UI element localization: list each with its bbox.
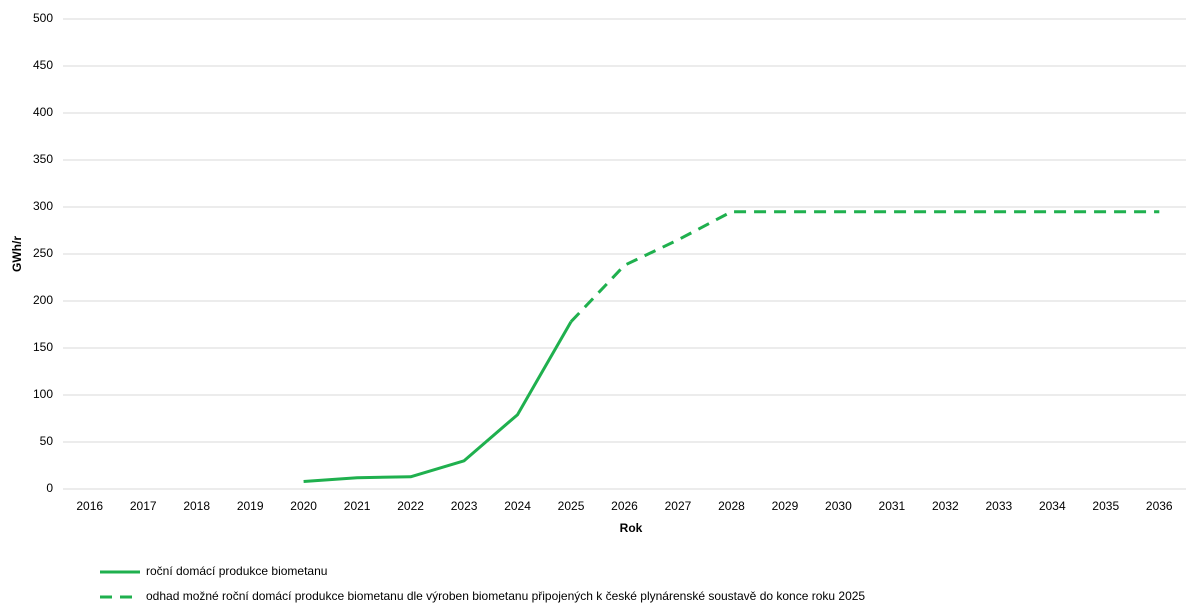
y-tick-label: 0 <box>46 481 53 495</box>
x-tick-label: 2031 <box>879 499 906 513</box>
y-axis-title: GWh/r <box>10 236 24 272</box>
y-tick-label: 400 <box>33 105 53 119</box>
y-tick-label: 350 <box>33 152 53 166</box>
x-tick-label: 2030 <box>825 499 852 513</box>
y-tick-label: 50 <box>40 434 54 448</box>
series-line <box>303 320 573 483</box>
y-tick-label: 450 <box>33 58 53 72</box>
x-tick-label: 2017 <box>130 499 157 513</box>
series-line <box>569 210 1160 323</box>
x-tick-label: 2021 <box>344 499 371 513</box>
x-tick-label: 2024 <box>504 499 531 513</box>
x-tick-label: 2029 <box>772 499 799 513</box>
x-tick-label: 2025 <box>558 499 585 513</box>
y-tick-label: 200 <box>33 293 53 307</box>
x-tick-label: 2036 <box>1146 499 1173 513</box>
x-tick-label: 2016 <box>76 499 103 513</box>
legend-label: odhad možné roční domácí produkce biomet… <box>146 589 865 603</box>
x-tick-label: 2027 <box>665 499 692 513</box>
x-tick-label: 2032 <box>932 499 959 513</box>
y-tick-label: 100 <box>33 387 53 401</box>
x-tick-label: 2035 <box>1092 499 1119 513</box>
x-tick-label: 2018 <box>183 499 210 513</box>
y-tick-label: 500 <box>33 11 53 25</box>
x-tick-label: 2034 <box>1039 499 1066 513</box>
legend-label: roční domácí produkce biometanu <box>146 564 327 578</box>
x-tick-label: 2023 <box>451 499 478 513</box>
x-axis-title: Rok <box>620 521 643 535</box>
y-tick-label: 300 <box>33 199 53 213</box>
x-tick-label: 2033 <box>985 499 1012 513</box>
x-tick-label: 2019 <box>237 499 264 513</box>
y-tick-label: 150 <box>33 340 53 354</box>
x-tick-label: 2026 <box>611 499 638 513</box>
x-tick-label: 2028 <box>718 499 745 513</box>
x-tick-label: 2022 <box>397 499 424 513</box>
y-tick-label: 250 <box>33 246 53 260</box>
x-tick-label: 2020 <box>290 499 317 513</box>
